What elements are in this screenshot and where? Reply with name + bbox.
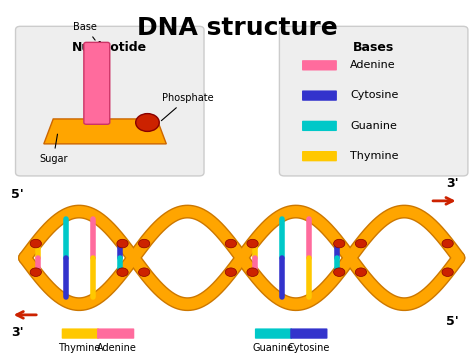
Text: Cytosine: Cytosine — [350, 90, 399, 101]
Text: 5': 5' — [11, 188, 24, 201]
Circle shape — [247, 239, 258, 248]
Text: Adenine: Adenine — [350, 60, 396, 70]
Circle shape — [225, 268, 237, 276]
Circle shape — [442, 239, 453, 248]
Circle shape — [225, 239, 237, 248]
Circle shape — [117, 268, 128, 276]
Circle shape — [247, 268, 258, 276]
Circle shape — [138, 239, 150, 248]
Circle shape — [356, 239, 366, 248]
Text: Guanine: Guanine — [253, 343, 294, 353]
Text: Base: Base — [73, 22, 97, 40]
FancyBboxPatch shape — [302, 90, 337, 101]
FancyBboxPatch shape — [97, 328, 134, 339]
Text: DNA structure: DNA structure — [137, 16, 337, 39]
Text: 5': 5' — [446, 315, 458, 328]
Circle shape — [30, 268, 41, 276]
FancyBboxPatch shape — [62, 328, 99, 339]
Text: Phosphate: Phosphate — [161, 93, 213, 121]
Text: Adenine: Adenine — [97, 343, 137, 353]
Circle shape — [334, 268, 345, 276]
Text: 3': 3' — [11, 326, 23, 339]
Circle shape — [334, 239, 345, 248]
Polygon shape — [44, 119, 166, 144]
FancyBboxPatch shape — [16, 26, 204, 176]
Circle shape — [138, 268, 150, 276]
Text: Sugar: Sugar — [39, 134, 68, 164]
Circle shape — [136, 113, 159, 131]
Text: Thymine: Thymine — [58, 343, 100, 353]
Text: Guanine: Guanine — [350, 121, 397, 131]
FancyBboxPatch shape — [302, 121, 337, 131]
Text: Thymine: Thymine — [350, 151, 399, 161]
Text: Bases: Bases — [353, 41, 394, 53]
FancyBboxPatch shape — [302, 151, 337, 161]
Circle shape — [117, 239, 128, 248]
Text: Cytosine: Cytosine — [287, 343, 330, 353]
FancyBboxPatch shape — [84, 42, 110, 124]
Circle shape — [30, 239, 41, 248]
Text: Nucleotide: Nucleotide — [72, 41, 147, 53]
Circle shape — [442, 268, 453, 276]
Circle shape — [356, 268, 366, 276]
FancyBboxPatch shape — [290, 328, 328, 339]
FancyBboxPatch shape — [302, 60, 337, 70]
Text: 3': 3' — [446, 177, 458, 190]
FancyBboxPatch shape — [255, 328, 292, 339]
FancyBboxPatch shape — [279, 26, 468, 176]
